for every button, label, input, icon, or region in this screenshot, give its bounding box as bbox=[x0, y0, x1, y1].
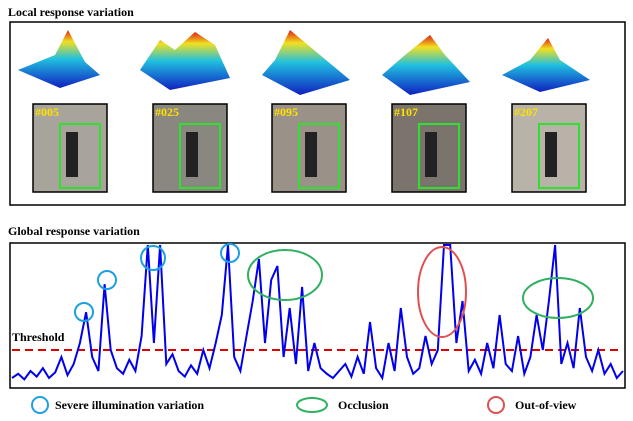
annotation-circle bbox=[220, 243, 240, 263]
person bbox=[305, 132, 317, 177]
frame-image bbox=[271, 103, 347, 193]
annotation-ellipse bbox=[522, 277, 594, 319]
bounding-box bbox=[538, 123, 580, 189]
bounding-box bbox=[418, 123, 460, 189]
surface bbox=[140, 32, 230, 90]
frame-label: #207 bbox=[514, 105, 538, 119]
surface bbox=[502, 38, 590, 92]
plot-box bbox=[9, 242, 626, 389]
legend-label: Occlusion bbox=[338, 398, 389, 412]
plot bbox=[11, 244, 624, 381]
annotation-ellipse bbox=[417, 246, 467, 338]
surface bbox=[262, 30, 350, 95]
surface bbox=[18, 30, 100, 88]
legend: Severe illumination variation Occlusion … bbox=[31, 396, 577, 414]
response-line bbox=[11, 244, 624, 381]
surfaces bbox=[18, 30, 590, 95]
legend-marker bbox=[31, 396, 49, 414]
frame-label: #107 bbox=[394, 105, 418, 119]
annotations bbox=[74, 243, 594, 338]
person bbox=[545, 132, 557, 177]
threshold-label: Threshold bbox=[12, 330, 65, 344]
legend-label: Severe illumination variation bbox=[55, 398, 204, 412]
annotation-ellipse bbox=[247, 249, 323, 301]
person bbox=[66, 132, 78, 177]
person bbox=[186, 132, 198, 177]
annotation-circle bbox=[140, 245, 166, 271]
surface bbox=[382, 35, 470, 95]
frame-image bbox=[32, 103, 108, 193]
section-title: Local response variation bbox=[8, 5, 134, 19]
person bbox=[425, 132, 437, 177]
frame-label: #025 bbox=[155, 105, 179, 119]
legend-marker bbox=[296, 397, 328, 413]
bounding-box bbox=[179, 123, 221, 189]
annotation-circle bbox=[74, 302, 94, 322]
frame-label: #005 bbox=[35, 105, 59, 119]
bounding-box bbox=[59, 123, 101, 189]
section-title: Global response variation bbox=[8, 224, 140, 238]
annotation-circle bbox=[97, 270, 117, 290]
top-box bbox=[9, 21, 626, 206]
frame-label: #095 bbox=[274, 105, 298, 119]
frames: #005 #025 #095 #107 #207 bbox=[32, 103, 587, 193]
bounding-box bbox=[298, 123, 340, 189]
legend-marker bbox=[487, 396, 505, 414]
legend-label: Out-of-view bbox=[515, 398, 577, 412]
